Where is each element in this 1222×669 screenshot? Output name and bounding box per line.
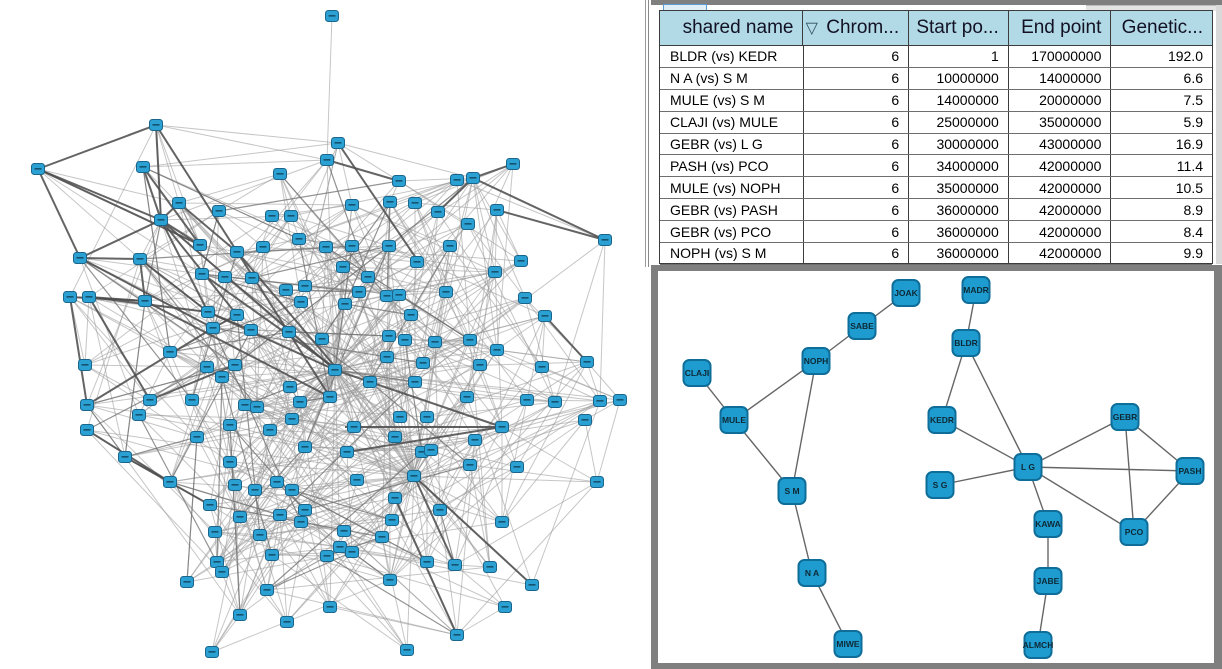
svg-text:S M: S M (784, 486, 799, 496)
svg-text:KAWA: KAWA (1035, 519, 1061, 529)
svg-text:JABE: JABE (1037, 576, 1060, 586)
svg-text:S G: S G (933, 480, 948, 490)
svg-text:NOPH: NOPH (804, 356, 829, 366)
svg-text:N A: N A (805, 568, 819, 578)
svg-text:JOAK: JOAK (894, 288, 918, 298)
svg-text:MIWE: MIWE (836, 639, 859, 649)
svg-text:PCO: PCO (1125, 527, 1144, 537)
svg-text:ALMCH: ALMCH (1023, 640, 1054, 650)
svg-text:GEBR: GEBR (1113, 412, 1138, 422)
svg-text:L G: L G (1021, 462, 1035, 472)
svg-text:BLDR: BLDR (954, 338, 978, 348)
svg-text:MULE: MULE (722, 415, 746, 425)
svg-text:CLAJI: CLAJI (685, 368, 710, 378)
svg-text:KEDR: KEDR (930, 415, 954, 425)
svg-text:SABE: SABE (850, 321, 874, 331)
svg-text:PASH: PASH (1179, 466, 1202, 476)
svg-text:MADR: MADR (963, 285, 989, 295)
